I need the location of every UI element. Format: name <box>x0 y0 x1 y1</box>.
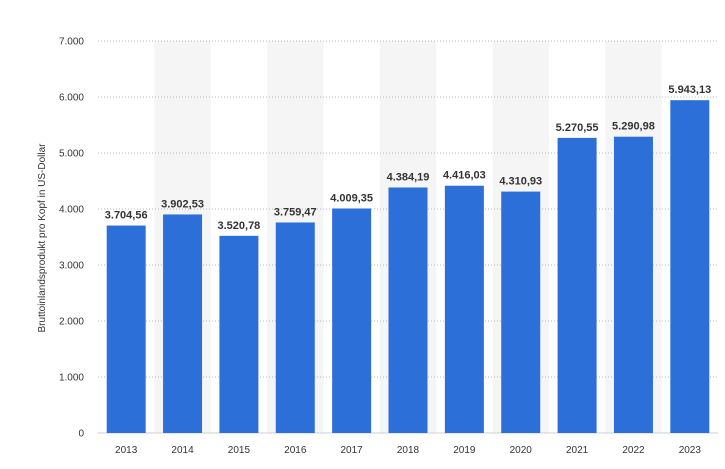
y-tick-label: 5.000 <box>59 149 84 160</box>
data-labels: 3.704,56 3.902,53 3.520,78 3.759,47 4.009,35… <box>105 84 711 232</box>
bar <box>332 208 372 433</box>
bar <box>613 136 653 433</box>
bars <box>106 100 710 434</box>
x-tick-label: 2017 <box>341 445 364 456</box>
y-tick-label: 6.000 <box>59 93 84 104</box>
y-tick-label: 7.000 <box>59 37 84 48</box>
x-tick-label: 2021 <box>566 445 589 456</box>
bar <box>444 185 484 433</box>
data-label: 4.310,93 <box>499 176 542 188</box>
data-label: 5.943,13 <box>668 84 711 96</box>
data-label: 3.704,56 <box>105 210 148 222</box>
x-tick-label: 2014 <box>171 445 194 456</box>
x-tick-label: 2023 <box>679 445 702 456</box>
bar <box>219 235 259 433</box>
y-tick-label: 2.000 <box>59 317 84 328</box>
x-tick-label: 2016 <box>284 445 307 456</box>
data-label: 4.009,35 <box>330 192 373 204</box>
x-tick-label: 2020 <box>510 445 533 456</box>
x-tick-label: 2015 <box>228 445 251 456</box>
data-label: 3.902,53 <box>161 198 204 210</box>
x-tick-label: 2019 <box>453 445 476 456</box>
y-tick-label: 4.000 <box>59 205 84 216</box>
y-tick-label: 3.000 <box>59 261 84 272</box>
y-tick-label: 1.000 <box>59 373 84 384</box>
x-tick-label: 2013 <box>115 445 138 456</box>
x-tick-label: 2022 <box>622 445 645 456</box>
y-tick-label: 0 <box>78 429 84 440</box>
data-label: 4.384,19 <box>387 171 430 183</box>
bar <box>670 100 710 433</box>
y-axis-label: Bruttoinlandsprodukt pro Kopf in US-Doll… <box>37 143 48 333</box>
data-label: 3.520,78 <box>217 220 260 232</box>
bar <box>501 191 541 433</box>
bar <box>275 222 315 433</box>
data-label: 5.270,55 <box>556 122 599 134</box>
bar <box>388 187 428 433</box>
data-label: 4.416,03 <box>443 170 486 182</box>
bar <box>163 214 203 433</box>
bar <box>106 225 146 433</box>
x-tick-label: 2018 <box>397 445 420 456</box>
bar <box>557 137 597 434</box>
data-label: 3.759,47 <box>274 206 317 218</box>
y-axis-ticks: 0 1.000 2.000 3.000 4.000 5.000 6.000 7.000 <box>59 37 84 440</box>
x-axis-ticks: 2013 2014 2015 2016 2017 2018 2019 2020 2021 2022… <box>115 445 701 456</box>
data-label: 5.290,98 <box>612 121 655 133</box>
